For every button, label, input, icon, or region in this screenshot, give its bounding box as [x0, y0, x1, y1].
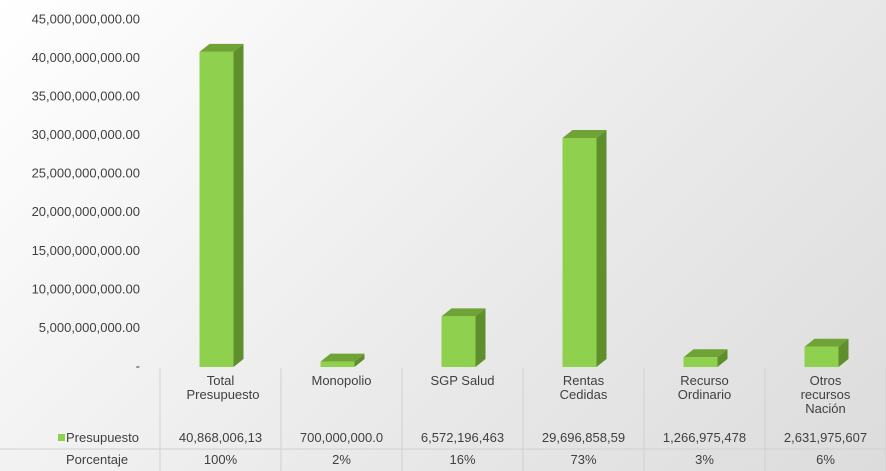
y-tick-label: 40,000,000,000.00 — [32, 50, 140, 65]
bar-side — [354, 353, 365, 367]
table-cell: 40,868,006,13 — [178, 430, 263, 445]
table-cell: 2,631,975,607 — [783, 430, 868, 445]
legend-key — [58, 434, 65, 441]
y-tick-label: 30,000,000,000.00 — [32, 127, 140, 142]
bar-top — [199, 43, 244, 52]
bar-front — [441, 316, 476, 367]
bar-side — [233, 43, 244, 367]
bar — [562, 130, 607, 367]
bar — [199, 43, 244, 367]
y-tick-label: 35,000,000,000.00 — [32, 89, 140, 104]
bar-top — [683, 349, 728, 358]
bar-top — [562, 130, 607, 139]
y-tick-label: 5,000,000,000.00 — [39, 320, 140, 335]
y-tick-label: 25,000,000,000.00 — [32, 166, 140, 181]
bar-front — [199, 51, 234, 367]
bar-top — [441, 308, 486, 317]
table-cell: 100% — [203, 452, 238, 467]
y-tick-label: 10,000,000,000.00 — [32, 281, 140, 296]
bar-front — [320, 361, 355, 367]
table-cell: 29,696,858,59 — [541, 430, 626, 445]
table-cell: 6,572,196,463 — [420, 430, 505, 445]
table-cell: 1,266,975,478 — [662, 430, 747, 445]
table-cell: 73% — [570, 452, 597, 467]
x-tick-label: Otros recursos Nación — [800, 373, 851, 416]
bar — [320, 353, 365, 367]
bar-side — [596, 130, 607, 367]
y-tick-label: - — [136, 358, 140, 373]
table-cell: 700,000,000.0 — [299, 430, 384, 445]
row-header: Porcentaje — [66, 452, 129, 467]
bar — [683, 349, 728, 367]
bar-side — [838, 338, 849, 367]
table-cell: 2% — [332, 452, 351, 467]
table-cell: 3% — [695, 452, 714, 467]
x-tick-label: Recurso Ordinario — [677, 373, 732, 402]
bar — [804, 338, 849, 367]
x-tick-label: Monopolio — [311, 373, 372, 388]
bar-front — [562, 138, 597, 367]
bar — [441, 308, 486, 367]
bar-side — [717, 349, 728, 367]
table-cell: 6% — [816, 452, 835, 467]
bar-top — [804, 338, 849, 347]
bar-top — [320, 353, 365, 362]
legend-entry: Presupuesto — [66, 430, 139, 445]
bar-front — [804, 346, 839, 367]
bar-front — [683, 357, 718, 367]
bar-side — [475, 308, 486, 367]
x-tick-label: Rentas Cedidas — [559, 373, 608, 402]
y-tick-label: 45,000,000,000.00 — [32, 11, 140, 26]
table-cell: 16% — [449, 452, 476, 467]
y-tick-label: 15,000,000,000.00 — [32, 243, 140, 258]
x-tick-label: SGP Salud — [430, 373, 495, 388]
y-tick-label: 20,000,000,000.00 — [32, 204, 140, 219]
x-tick-label: Total Presupuesto — [186, 373, 260, 402]
